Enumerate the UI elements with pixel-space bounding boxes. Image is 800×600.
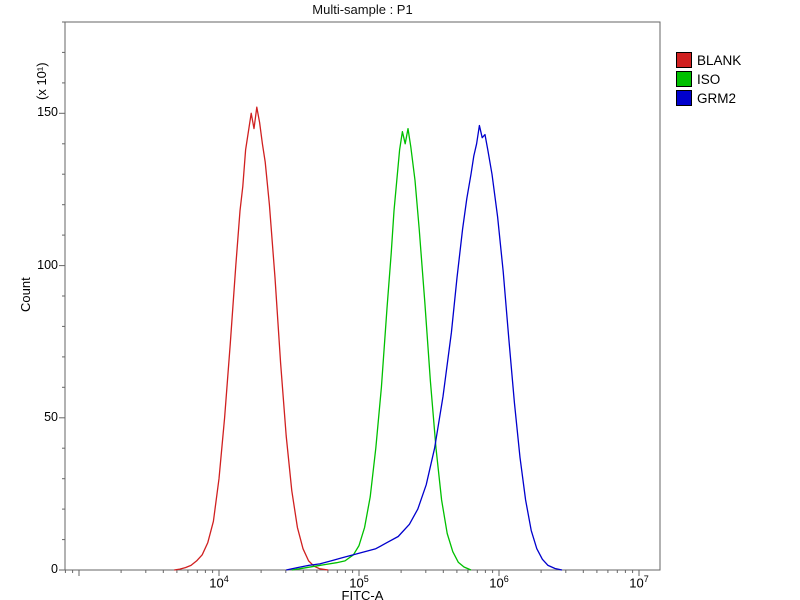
- x-axis-title: FITC-A: [341, 588, 384, 600]
- legend-item-blank: BLANK: [676, 52, 741, 68]
- legend-label-iso: ISO: [697, 71, 721, 87]
- legend: BLANK ISO GRM2: [676, 52, 741, 109]
- curve-iso: [291, 127, 472, 571]
- y-tick-label: 50: [44, 410, 58, 424]
- x-tick-label: 106: [489, 574, 509, 591]
- legend-item-iso: ISO: [676, 71, 741, 87]
- y-tick-label: 0: [51, 562, 58, 576]
- x-tick-label: 105: [349, 574, 369, 591]
- x-tick-label: 104: [209, 574, 229, 591]
- legend-label-grm2: GRM2: [697, 90, 737, 106]
- y-tick-label: 100: [37, 258, 58, 272]
- x-tick-label: 107: [629, 574, 649, 591]
- legend-swatch-iso: [676, 71, 692, 87]
- legend-item-grm2: GRM2: [676, 90, 741, 106]
- legend-label-blank: BLANK: [697, 52, 742, 68]
- y-tick-label: 150: [37, 105, 58, 119]
- curve-grm2: [286, 124, 563, 571]
- curve-blank: [174, 106, 329, 571]
- legend-swatch-blank: [676, 52, 692, 68]
- legend-swatch-grm2: [676, 90, 692, 106]
- chart-title: Multi-sample : P1: [312, 2, 413, 17]
